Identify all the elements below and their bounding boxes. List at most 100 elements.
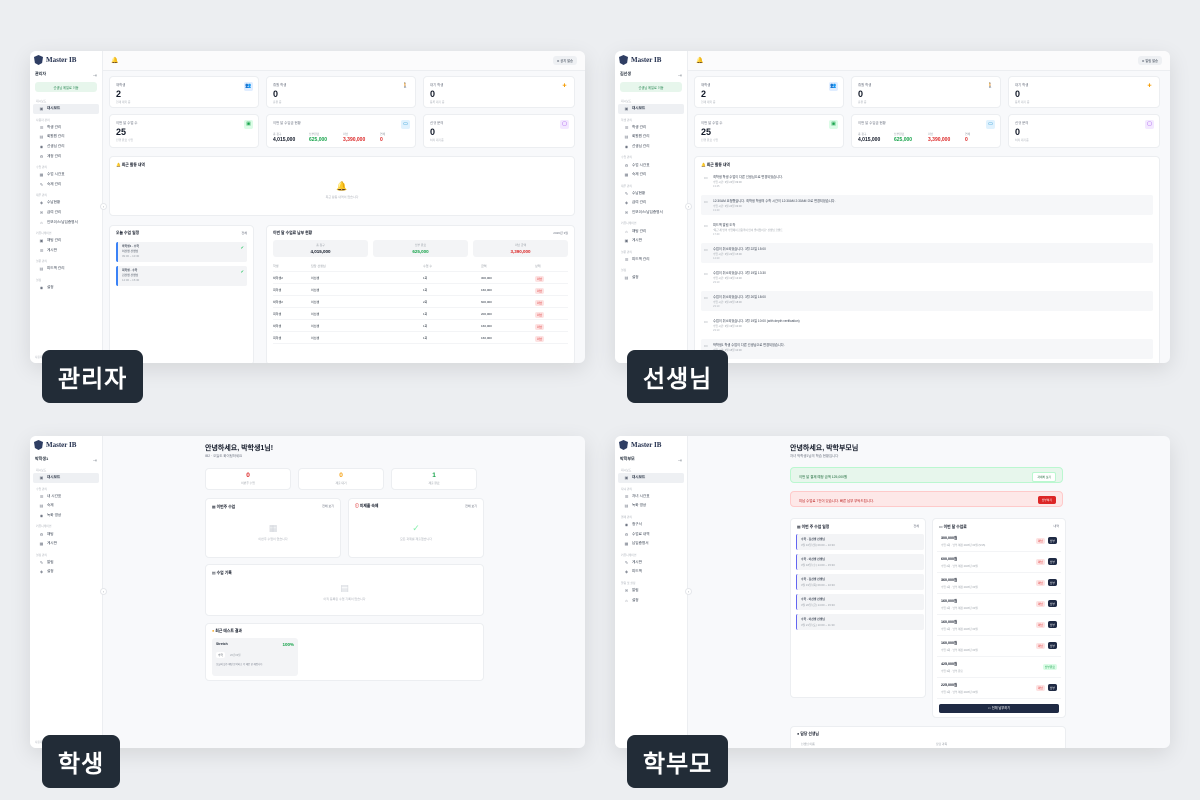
- weekly-schedule-link[interactable]: 전체: [913, 524, 919, 528]
- activity-item[interactable]: ▭ 수업이 취소되었습니다. 3월 20일 18:00 수업 시간: 3월 20일 …: [701, 291, 1153, 311]
- sidebar-item[interactable]: ▤ 피드백 관리: [33, 264, 99, 274]
- bell-icon[interactable]: 🔔: [111, 58, 119, 64]
- stat-card-leave[interactable]: 휴원 학생 0 휴원 중 🚶: [266, 76, 416, 108]
- stat-card-inquiry[interactable]: 신규 문의 0 처리 대기중 ▢: [1008, 114, 1160, 148]
- collapse-sidebar-icon[interactable]: ‹: [100, 203, 107, 210]
- sidebar-item[interactable]: ✉ 인보이스/납입증명서: [618, 208, 684, 218]
- stat-card-waiting[interactable]: 대기 학생 0 등록 대기 중 ✚: [423, 76, 575, 108]
- sidebar-item[interactable]: ▤ 회원원 관리: [33, 132, 99, 142]
- sidebar-item[interactable]: ▦ 수업 시간표: [33, 170, 99, 180]
- sidebar-item[interactable]: ▣ 대시보드: [33, 473, 99, 483]
- sidebar-item[interactable]: ⚙ 채팅: [33, 529, 99, 539]
- send-notice-button[interactable]: ➤ 공지 발송: [552, 56, 577, 65]
- sidebar-item[interactable]: ⌂ 채팅 관리: [618, 226, 684, 236]
- stat-pending[interactable]: 0 제출 대기: [298, 468, 384, 490]
- pay-now-button[interactable]: 납부하기: [1037, 496, 1056, 504]
- sidebar-item[interactable]: ✉ 급여 관리: [33, 208, 99, 218]
- sidebar-item[interactable]: ◈ 피드백: [618, 567, 684, 577]
- collapse-sidebar-icon[interactable]: ‹: [685, 203, 692, 210]
- table-row[interactable]: 박학생 이선생 1회 160,000 미납: [273, 320, 568, 332]
- sidebar-item[interactable]: ⚙ 수업 시간표: [618, 160, 684, 170]
- sidebar-item[interactable]: ⌂ 설정: [618, 595, 684, 605]
- pay-all-button[interactable]: ▭ 전체 납부하기: [939, 704, 1059, 713]
- pay-button[interactable]: 납부: [1047, 558, 1057, 565]
- sidebar-item[interactable]: ▤ 녹화 영상: [618, 501, 684, 511]
- payment-item[interactable]: 160,000원 수업 1회 · 납부 예정 2026년 03월 미납 납부: [937, 638, 1061, 657]
- activity-item[interactable]: ▭ 12:30AM 요청했습니다. 최학생 학생의 수학 시간이 12:30AM …: [701, 195, 1153, 215]
- sidebar-item[interactable]: ✉ 알림: [618, 586, 684, 596]
- sidebar-switch-button[interactable]: 선생님 메일로 이동: [620, 82, 682, 92]
- sidebar-item[interactable]: ◉ 청구서: [618, 520, 684, 530]
- stat-classes[interactable]: 0 이번주 수업: [205, 468, 291, 490]
- sidebar-item[interactable]: ✎ 게시판: [618, 558, 684, 568]
- schedule-item[interactable]: 수학 · 이선생 선생님 3월 20일 (금) 14:00 ~ 15:30: [796, 594, 924, 610]
- activity-item[interactable]: ▭ 수업이 취소되었습니다. 3월 19일 13:30 수업 시간: 3월 19일 …: [701, 267, 1153, 287]
- payment-item[interactable]: 360,000원 수업 1회 · 납부 예정 2026년 03월 미납 납부: [937, 575, 1061, 594]
- sidebar-item[interactable]: ◈ 급여 관리: [618, 198, 684, 208]
- sidebar-item[interactable]: ▣ 대시보드: [618, 473, 684, 483]
- sidebar-item[interactable]: ▤ 숙제: [33, 501, 99, 511]
- bell-icon[interactable]: 🔔: [696, 58, 704, 64]
- table-row[interactable]: 최학생 이선생 1회 160,000 미납: [273, 284, 568, 296]
- sidebar-item[interactable]: ▣ 게시판: [618, 236, 684, 246]
- activity-item[interactable]: ▭ 수업이 취소되었습니다. 3월 22일 15:00 수업 시간: 3월 22일 …: [701, 243, 1153, 263]
- sidebar-item[interactable]: ▦ 게시판: [33, 539, 99, 549]
- payment-item[interactable]: 425,000원 수업 3회 · 납부 완료 납부완료: [937, 659, 1061, 678]
- sidebar-item[interactable]: ☰ 학생 관리: [618, 123, 684, 133]
- sidebar-item[interactable]: ✎ 알림: [33, 558, 99, 568]
- schedule-item[interactable]: 수학 · 이선생 선생님 3월 18일 (수) 14:00 ~ 15:30: [796, 554, 924, 570]
- collapse-sidebar-icon[interactable]: ‹: [685, 588, 692, 595]
- today-schedule-link[interactable]: 전체: [241, 231, 247, 235]
- logout-icon[interactable]: ⇥: [92, 73, 97, 79]
- schedule-item[interactable]: 수학 · 김선생 선생님 3월 16일 (월) 09:00 ~ 10:30: [796, 534, 924, 550]
- activity-item[interactable]: ▭ 박학생1 학생 수업이 다른 선생님으로 변경되었습니다. 수업 시간: 3월 …: [701, 339, 1153, 359]
- pay-button[interactable]: 납부: [1047, 579, 1057, 586]
- send-alert-button[interactable]: ➤ 알림 발송: [1137, 56, 1162, 65]
- stat-card-waiting[interactable]: 대기 학생 0 등록 대기 중 ✚: [1008, 76, 1160, 108]
- stat-card-enrolled[interactable]: 재학생 2 현재 재학 중 👥: [109, 76, 259, 108]
- sidebar-item[interactable]: ☰ 피드백 관리: [618, 255, 684, 265]
- table-row[interactable]: 박학생2 이선생 2회 600,000 미납: [273, 296, 568, 308]
- payment-item[interactable]: 300,000원 수업 1회 · 납부 예정 2026년 03월 (5/15) 미납…: [937, 533, 1061, 552]
- sidebar-item[interactable]: ▦ 납입증명서: [618, 539, 684, 549]
- sidebar-item[interactable]: ◉ 선생님 관리: [33, 142, 99, 152]
- sidebar-item[interactable]: ◈ 설정: [33, 567, 99, 577]
- sidebar-item[interactable]: ▤ 회원원 관리: [618, 132, 684, 142]
- sidebar-item[interactable]: ▣ 대시보드: [618, 104, 684, 114]
- schedule-item[interactable]: 박학생1 - 수학 이선생 선생님 09:00 ~ 10:30 ✔: [116, 242, 247, 262]
- sidebar-item[interactable]: ⚙ 계정 관리: [33, 151, 99, 161]
- sidebar-item[interactable]: ◈ 수납현황: [33, 198, 99, 208]
- finance-card[interactable]: 이번 달 수입금 현황 ▭ 총 청구 4,015,000 납부완료 625,00…: [266, 114, 416, 148]
- sidebar-item[interactable]: ⚙ 수업료 내역: [618, 529, 684, 539]
- sidebar-item[interactable]: ▣ 대시보드: [33, 104, 99, 114]
- sidebar-item[interactable]: ◉ 녹화 영상: [33, 511, 99, 521]
- finance-card[interactable]: 이번 달 수입금 현황 ▭ 총 청구 4,015,000 납부완료 625,00…: [851, 114, 1001, 148]
- activity-item[interactable]: ▭ 최학생 학생 수업이 다른 선생님으로 변경되었습니다. 수업 시간: 3월 2…: [701, 171, 1153, 191]
- sidebar-item[interactable]: ▣ 채팅 관리: [33, 236, 99, 246]
- table-row[interactable]: 박학생2 이선생 1회 300,000 미납: [273, 272, 568, 284]
- payment-item[interactable]: 160,000원 수업 1회 · 납부 예정 2026년 03월 미납 납부: [937, 617, 1061, 636]
- pay-button[interactable]: 납부: [1047, 642, 1057, 649]
- pay-button[interactable]: 납부: [1047, 537, 1057, 544]
- activity-item[interactable]: ▭ 피드백 알림 도착 "최근 세 번의 수업에서 집중력이 많이 좋아졌어요" 선…: [701, 219, 1153, 239]
- stat-submitted[interactable]: 1 제출 완료: [391, 468, 477, 490]
- pay-button[interactable]: 납부: [1047, 621, 1057, 628]
- activity-item[interactable]: ▭ 수업이 취소되었습니다. 3월 19일 10:00 (with depth v…: [701, 315, 1153, 335]
- stat-card-classes[interactable]: 이번 달 수업 수 25 진행 완료 수업 ▣: [694, 114, 844, 148]
- stat-card-classes[interactable]: 이번 달 수업 수 25 진행 완료 수업 ▣: [109, 114, 259, 148]
- sidebar-item[interactable]: ☰ 내 시간표: [33, 492, 99, 502]
- sidebar-item[interactable]: ☰ 자녀 시간표: [618, 492, 684, 502]
- details-button[interactable]: 자세히 보기: [1032, 472, 1056, 482]
- schedule-item[interactable]: 최학생 - 수학 김선생 선생님 14:00 ~ 15:30 ✔: [116, 266, 247, 286]
- homework-link[interactable]: 전체 보기: [465, 504, 477, 508]
- stat-card-leave[interactable]: 휴원 학생 0 휴원 중 🚶: [851, 76, 1001, 108]
- table-row[interactable]: 최학생 이선생 1회 160,000 미납: [273, 332, 568, 344]
- sidebar-item[interactable]: ☰ 학생 관리: [33, 123, 99, 133]
- schedule-item[interactable]: 수학 · 이선생 선생님 3월 21일 (토) 10:00 ~ 11:30: [796, 614, 924, 630]
- sidebar-item[interactable]: ✎ 수납현황: [618, 189, 684, 199]
- pay-button[interactable]: 납부: [1047, 600, 1057, 607]
- sidebar-item[interactable]: ☰ 게시판: [33, 246, 99, 256]
- sidebar-item[interactable]: ◉ 설정: [33, 283, 99, 293]
- payment-item[interactable]: 600,000원 수업 2회 · 납부 예정 2026년 03월 미납 납부: [937, 554, 1061, 573]
- tuition-link[interactable]: 내역: [1053, 524, 1059, 528]
